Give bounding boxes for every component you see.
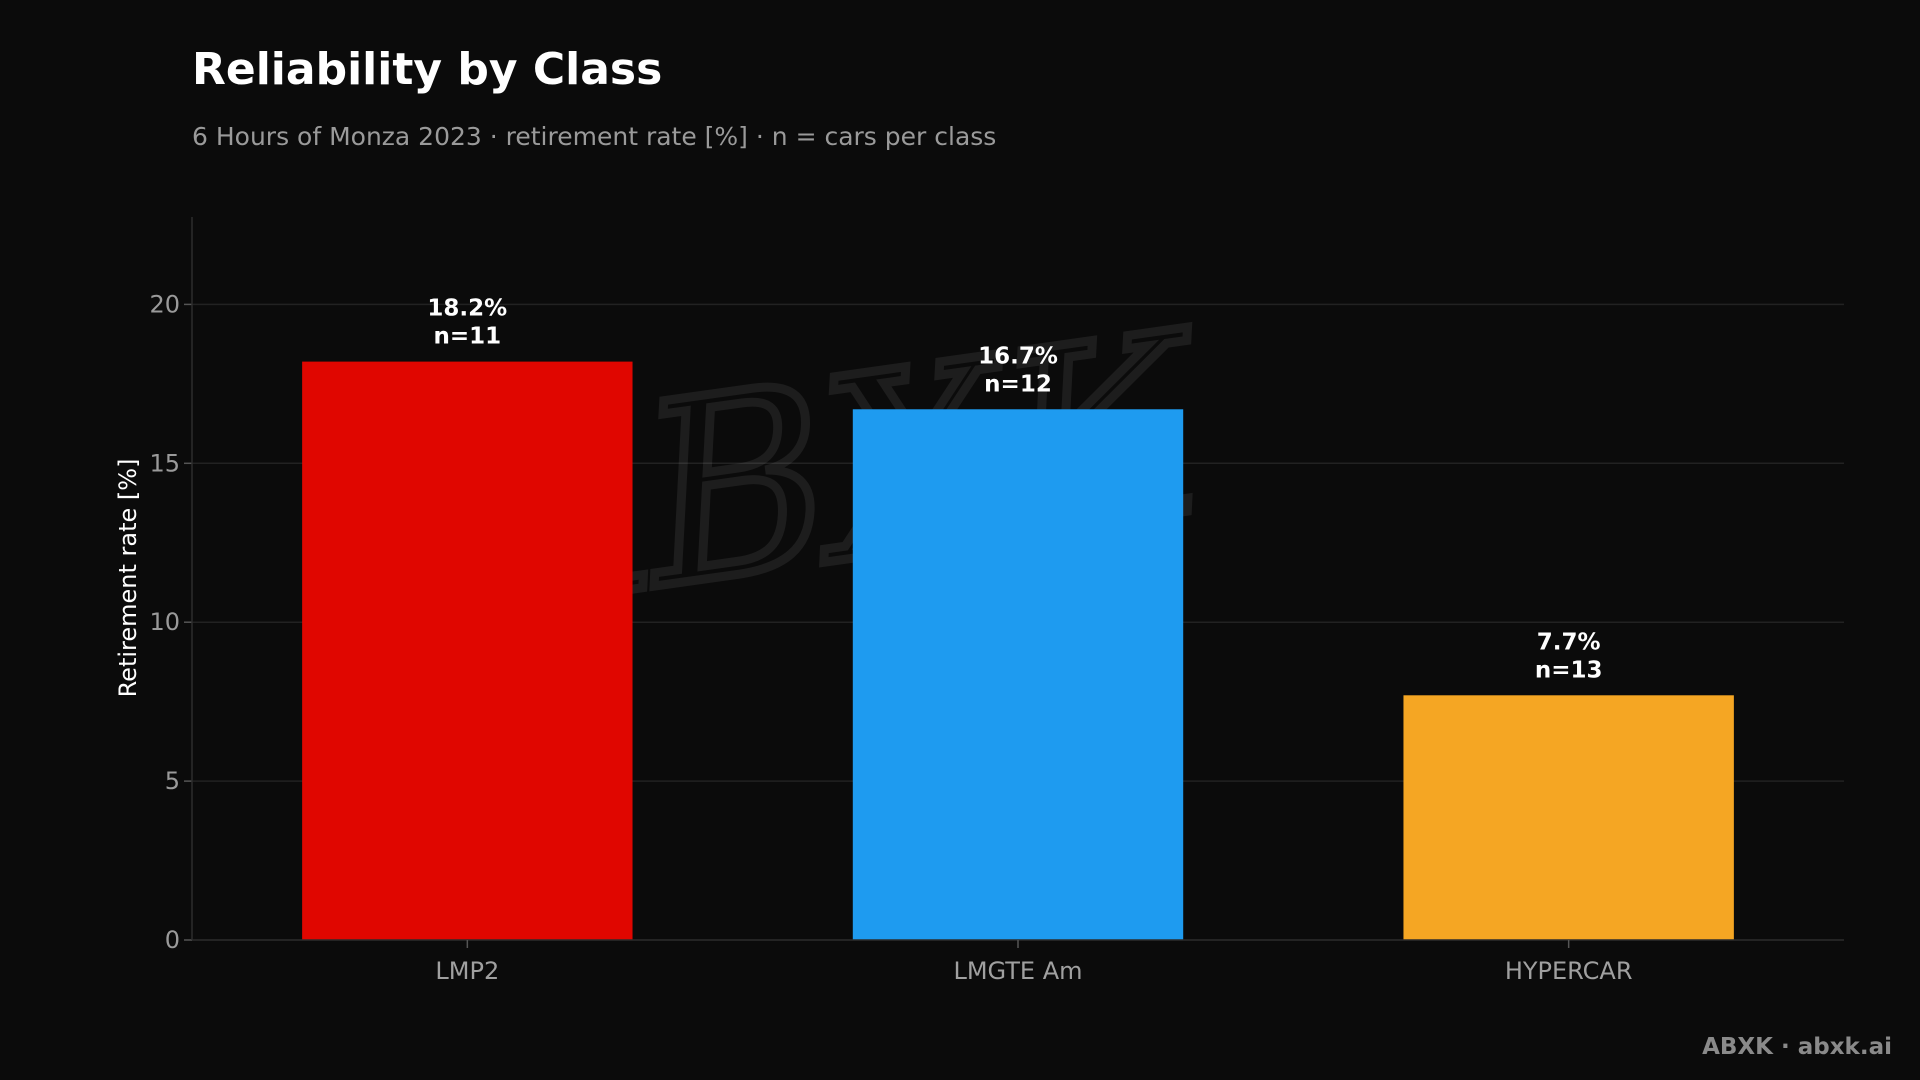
data-label-value: 18.2% (427, 296, 507, 322)
y-axis-label: Retirement rate [%] (114, 459, 142, 698)
bar-lmgte-am (852, 409, 1184, 940)
y-tick-label: 10 (149, 608, 180, 636)
axes: 0 5 10 15 20 LMP2 LMGTE Am HYPERCAR (149, 217, 1844, 985)
x-tick-label: HYPERCAR (1505, 957, 1633, 985)
bar-lmp2 (302, 361, 633, 941)
chart-subtitle: 6 Hours of Monza 2023 · retirement rate … (192, 122, 997, 151)
y-tick-label: 15 (149, 449, 180, 477)
credit-text: ABXK · abxk.ai (1702, 1034, 1892, 1060)
chart-title: Reliability by Class (192, 44, 663, 95)
x-tick-label: LMP2 (435, 957, 499, 985)
data-label-count: n=13 (1535, 657, 1603, 683)
bars (302, 361, 1734, 941)
data-label-count: n=11 (434, 324, 502, 350)
data-label-value: 16.7% (978, 343, 1058, 369)
data-label-value: 7.7% (1537, 629, 1601, 655)
y-tick-label: 5 (165, 767, 180, 795)
bar-hypercar (1403, 695, 1734, 940)
data-label-count: n=12 (984, 371, 1052, 397)
data-labels: 18.2%n=11 16.7%n=12 7.7%n=13 (427, 296, 1602, 684)
y-tick-label: 20 (149, 290, 180, 318)
x-tick-label: LMGTE Am (953, 957, 1082, 985)
y-tick-label: 0 (165, 926, 180, 954)
